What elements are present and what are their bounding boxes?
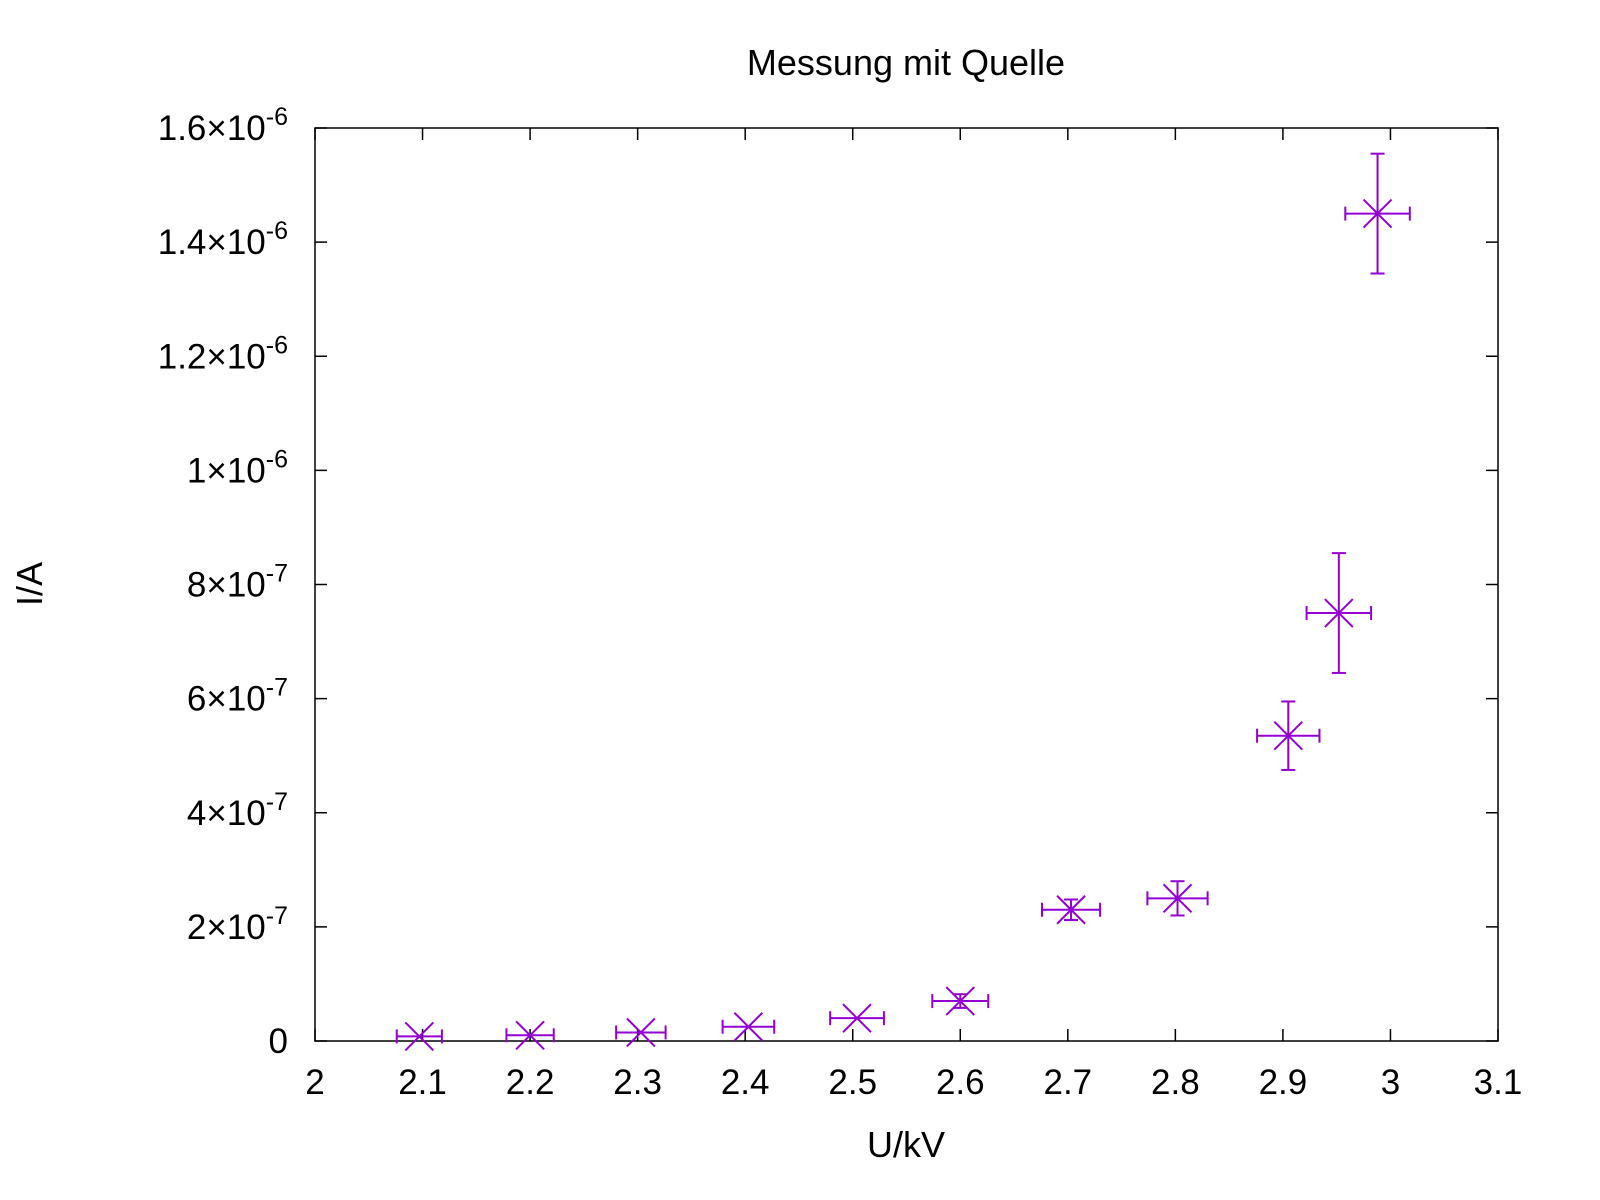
y-tick-label: 1×10-6 <box>187 445 288 490</box>
y-tick-label: 8×10-7 <box>187 560 288 605</box>
y-tick-label: 1.4×10-6 <box>158 217 288 262</box>
data-point <box>829 1003 885 1033</box>
x-tick-label: 2.3 <box>613 1063 662 1102</box>
x-axis-label: U/kV <box>867 1124 945 1165</box>
marker-stroke <box>842 1003 872 1033</box>
marker-stroke <box>626 1017 656 1048</box>
marker-stroke <box>1056 895 1086 925</box>
data-point <box>505 1020 555 1051</box>
data-point <box>1305 552 1373 674</box>
y-tick-mantissa: 4×10 <box>187 794 266 833</box>
y-tick-label: 2×10-7 <box>187 902 288 947</box>
marker-stroke <box>733 1012 764 1042</box>
y-axis: 02×10-74×10-76×10-78×10-71×10-61.2×10-61… <box>158 103 1498 1061</box>
y-tick-mantissa: 0 <box>269 1022 288 1061</box>
y-tick-exponent: -6 <box>266 445 288 473</box>
marker-stroke <box>515 1020 545 1051</box>
y-tick-label: 1.2×10-6 <box>158 331 288 376</box>
x-tick-label: 2.1 <box>398 1063 447 1102</box>
x-tick-label: 2.9 <box>1259 1063 1308 1102</box>
x-tick-label: 2.5 <box>828 1063 877 1102</box>
y-tick-label: 0 <box>269 1022 288 1061</box>
y-tick-mantissa: 8×10 <box>187 566 266 605</box>
y-tick-mantissa: 1.6×10 <box>158 109 266 148</box>
chart-title: Messung mit Quelle <box>747 42 1065 83</box>
data-point <box>395 1021 443 1052</box>
x-tick-label: 2.6 <box>936 1063 985 1102</box>
y-tick-mantissa: 6×10 <box>187 680 266 719</box>
data-point <box>721 1012 776 1042</box>
marker-stroke <box>1362 198 1393 229</box>
data-point <box>1041 895 1102 925</box>
y-tick-exponent: -7 <box>266 902 288 930</box>
x-tick-label: 2 <box>305 1063 324 1102</box>
y-tick-label: 6×10-7 <box>187 674 288 719</box>
y-tick-exponent: -6 <box>266 331 288 359</box>
y-tick-mantissa: 2×10 <box>187 908 266 947</box>
plot-frame <box>314 127 1499 1042</box>
data-series <box>395 152 1411 1052</box>
marker-stroke <box>1162 883 1193 914</box>
x-tick-label: 2.7 <box>1043 1063 1092 1102</box>
marker-stroke <box>404 1021 435 1052</box>
y-axis-label: I/A <box>9 562 50 606</box>
y-tick-label: 1.6×10-6 <box>158 103 288 148</box>
y-tick-label: 4×10-7 <box>187 788 288 833</box>
y-tick-mantissa: 1.4×10 <box>158 223 266 262</box>
data-point <box>1256 700 1321 771</box>
data-point <box>615 1017 667 1048</box>
data-point <box>1344 152 1411 275</box>
x-tick-label: 2.8 <box>1151 1063 1200 1102</box>
y-tick-exponent: -7 <box>266 560 288 588</box>
data-point <box>1146 880 1209 917</box>
x-tick-label: 2.4 <box>721 1063 770 1102</box>
y-tick-exponent: -7 <box>266 674 288 702</box>
y-tick-exponent: -7 <box>266 788 288 816</box>
y-tick-mantissa: 1.2×10 <box>158 337 266 376</box>
data-point <box>931 986 990 1016</box>
x-axis: 2 2.1 2.2 2.3 2.4 2.5 2.6 2.7 2.8 2.9 3 3.1 <box>305 128 1522 1102</box>
x-tick-label: 3 <box>1381 1063 1400 1102</box>
marker-stroke <box>945 986 975 1016</box>
marker-stroke <box>1324 598 1354 628</box>
y-tick-exponent: -6 <box>266 103 288 131</box>
marker-stroke <box>1273 721 1303 751</box>
y-tick-exponent: -6 <box>266 217 288 245</box>
x-tick-label: 2.2 <box>506 1063 555 1102</box>
y-tick-mantissa: 1×10 <box>187 451 266 490</box>
x-tick-label: 3.1 <box>1474 1063 1523 1102</box>
